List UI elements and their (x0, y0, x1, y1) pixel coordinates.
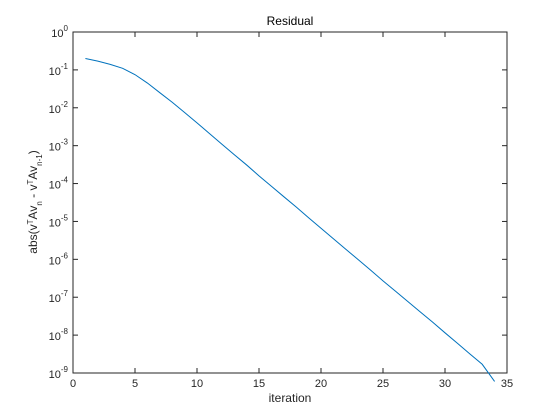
y-tick-label-8: 10-8 (49, 327, 69, 343)
series-line (85, 57, 496, 382)
y-tick-label-exponent-9: -9 (61, 365, 69, 374)
y-axis-label-superscript-2: T (26, 180, 35, 185)
x-tick-label-3: 15 (253, 378, 265, 390)
y-tick-label-exponent-0: 0 (64, 24, 69, 33)
y-tick-label-4: 10-4 (49, 176, 69, 192)
y-tick-label-exponent-4: -4 (61, 176, 69, 185)
x-axis-tick-labels: 0 5 10 15 20 25 30 35 (70, 378, 513, 390)
y-axis-label-part-2: Av (26, 206, 40, 220)
x-axis-label: iteration (269, 391, 312, 405)
y-tick-label-exponent-2: -2 (61, 100, 69, 109)
y-tick-label-exponent-6: -6 (61, 251, 69, 260)
y-tick-label-2: 10-2 (49, 100, 69, 116)
x-axis-ticks (72, 32, 508, 373)
chart-title: Residual (267, 14, 314, 28)
y-tick-label-base-8: 10 (49, 331, 61, 343)
y-tick-label-1: 10-1 (49, 62, 69, 78)
y-axis-label-part-3: - v (26, 185, 40, 202)
y-tick-label-exponent-7: -7 (61, 289, 69, 298)
y-axis-label-superscript-1: T (26, 219, 35, 224)
x-tick-label-7: 35 (501, 378, 513, 390)
y-tick-label-exponent-1: -1 (61, 62, 69, 71)
y-tick-label-6: 10-6 (49, 251, 69, 267)
y-tick-label-5: 10-5 (49, 213, 69, 229)
y-tick-label-base-4: 10 (49, 180, 61, 192)
y-axis-label-part-1: abs(v (26, 224, 40, 253)
y-axis-label-part-4: Av (26, 166, 40, 180)
y-tick-label-9: 10-9 (49, 365, 69, 381)
y-tick-label-base-2: 10 (49, 104, 61, 116)
x-tick-label-4: 20 (315, 378, 327, 390)
x-tick-label-0: 0 (70, 378, 76, 390)
y-tick-label-exponent-8: -8 (61, 327, 69, 336)
y-tick-label-base-7: 10 (49, 293, 61, 305)
y-axis-label-part-5: ) (26, 150, 40, 154)
y-tick-label-base-0: 10 (51, 28, 63, 40)
y-tick-label-base-5: 10 (49, 217, 61, 229)
x-tick-label-6: 30 (439, 378, 451, 390)
y-tick-label-0: 100 (51, 24, 68, 40)
y-axis-label-subscript-2: n-1 (35, 154, 44, 166)
y-tick-label-base-1: 10 (49, 66, 61, 78)
x-tick-label-5: 25 (377, 378, 389, 390)
y-tick-label-exponent-3: -3 (61, 138, 69, 147)
y-tick-label-base-3: 10 (49, 142, 61, 154)
y-axis-label-subscript-1: n (35, 201, 44, 205)
y-axis-ticks (73, 31, 507, 374)
y-tick-label-3: 10-3 (49, 138, 69, 154)
y-tick-label-base-9: 10 (49, 369, 61, 381)
x-tick-label-1: 5 (132, 378, 138, 390)
y-axis-label: abs(vTAvn - vTAvn-1) (26, 150, 44, 253)
y-tick-label-exponent-5: -5 (61, 213, 69, 222)
x-tick-label-2: 10 (191, 378, 203, 390)
y-tick-label-base-6: 10 (49, 255, 61, 267)
y-tick-label-7: 10-7 (49, 289, 69, 305)
